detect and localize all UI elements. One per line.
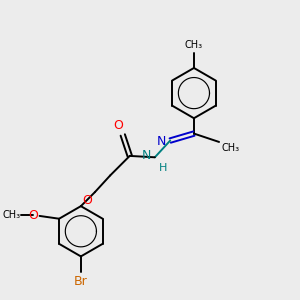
Text: CH₃: CH₃ <box>185 40 203 50</box>
Text: O: O <box>28 209 38 222</box>
Text: Br: Br <box>74 275 88 288</box>
Text: H: H <box>159 164 167 173</box>
Text: N: N <box>157 135 166 148</box>
Text: O: O <box>113 118 123 132</box>
Text: CH₃: CH₃ <box>2 209 21 220</box>
Text: O: O <box>82 194 92 207</box>
Text: N: N <box>142 149 152 162</box>
Text: CH₃: CH₃ <box>221 143 239 153</box>
